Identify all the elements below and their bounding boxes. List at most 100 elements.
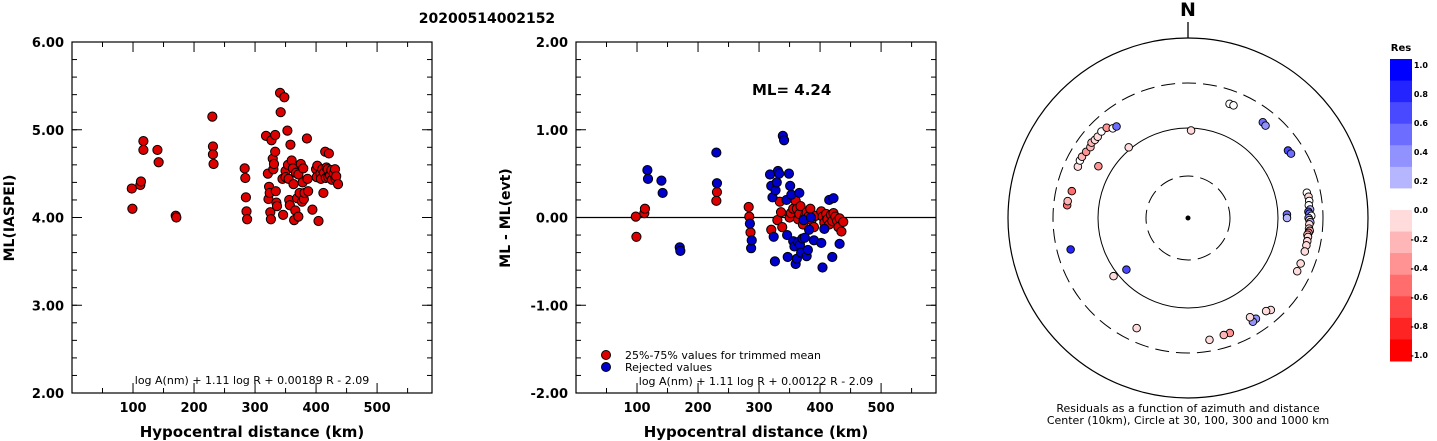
data-point bbox=[302, 173, 313, 184]
data-point bbox=[126, 183, 137, 194]
data-point bbox=[303, 186, 314, 197]
colorbar-cell bbox=[1390, 145, 1412, 168]
axis-ticks bbox=[576, 41, 936, 394]
formula-label: log A(nm) + 1.11 log R + 0.00122 R - 2.0… bbox=[639, 375, 873, 388]
data-point bbox=[639, 203, 651, 214]
x-tick-label: 300 bbox=[241, 401, 268, 416]
data-point bbox=[816, 237, 827, 249]
y-tick-labels: 2.00 3.00 4.00 5.00 6.00 bbox=[32, 36, 64, 402]
x-tick-label: 200 bbox=[180, 401, 207, 416]
data-point bbox=[138, 136, 149, 147]
station-point bbox=[1094, 161, 1103, 171]
data-point bbox=[271, 200, 283, 212]
data-point bbox=[794, 187, 805, 199]
data-point bbox=[803, 224, 815, 235]
station-point bbox=[1109, 271, 1118, 281]
plot-frame bbox=[71, 41, 433, 394]
data-point bbox=[782, 229, 793, 241]
data-point bbox=[171, 212, 182, 223]
y-axis-label: ML(IASPEI) bbox=[2, 175, 18, 262]
x-tick-label: 100 bbox=[623, 401, 650, 416]
station-point bbox=[1063, 196, 1072, 206]
data-point bbox=[207, 111, 218, 122]
x-tick-label: 500 bbox=[868, 401, 895, 416]
data-point bbox=[768, 231, 779, 242]
y-tick-label: 2.00 bbox=[32, 387, 64, 402]
colorbar-tick-label: -0.2 bbox=[1411, 235, 1429, 244]
x-axis-label: Hypocentral distance (km) bbox=[140, 423, 365, 441]
data-point bbox=[819, 223, 830, 235]
x-tick-label: 500 bbox=[364, 401, 391, 416]
x-tick-label: 300 bbox=[745, 401, 772, 416]
x-tick-label: 400 bbox=[806, 401, 833, 416]
colorbar-tick-label: 1.0 bbox=[1414, 61, 1429, 70]
station-point bbox=[1219, 330, 1229, 340]
colorbar-cell bbox=[1390, 339, 1412, 362]
x-tick-labels: 100 200 300 400 500 bbox=[623, 401, 894, 416]
ml-annotation: ML= 4.24 bbox=[752, 81, 831, 99]
data-point bbox=[774, 168, 785, 179]
data-point bbox=[743, 201, 754, 213]
data-point bbox=[631, 231, 642, 242]
station-point bbox=[1229, 101, 1238, 110]
y-tick-label: -2.00 bbox=[531, 387, 568, 402]
colorbar-cell bbox=[1390, 231, 1412, 254]
x-axis-label: Hypocentral distance (km) bbox=[644, 423, 869, 441]
data-point bbox=[656, 175, 667, 186]
colorbar-tick-label: 0.4 bbox=[1414, 148, 1429, 157]
y-tick-label: 5.00 bbox=[32, 124, 64, 139]
station-residual-points bbox=[1062, 99, 1316, 345]
y-tick-label: 1.00 bbox=[536, 124, 568, 139]
data-point bbox=[278, 209, 289, 220]
colorbar-cell bbox=[1390, 166, 1412, 189]
data-point bbox=[268, 158, 280, 170]
data-point bbox=[293, 211, 304, 222]
axis-ticks bbox=[72, 41, 432, 394]
data-point bbox=[240, 172, 251, 184]
data-point bbox=[313, 215, 324, 227]
colorbar-tick-label: 0.6 bbox=[1414, 119, 1429, 128]
data-point bbox=[270, 186, 281, 197]
station-point bbox=[1286, 149, 1296, 158]
data-point bbox=[827, 251, 838, 263]
station-point bbox=[1245, 312, 1255, 322]
data-point bbox=[785, 180, 796, 192]
colorbar-cell bbox=[1390, 274, 1412, 297]
data-point bbox=[795, 200, 806, 212]
data-point bbox=[135, 176, 147, 187]
data-point bbox=[307, 204, 318, 215]
data-point bbox=[642, 165, 653, 176]
data-point bbox=[675, 245, 686, 256]
station-point bbox=[1124, 143, 1133, 152]
legend-label-trimmed: 25%-75% values for trimmed mean bbox=[625, 349, 821, 362]
outer-circle bbox=[1007, 37, 1369, 399]
data-point bbox=[769, 256, 781, 267]
data-point bbox=[323, 148, 334, 159]
data-point bbox=[711, 147, 722, 158]
data-point bbox=[153, 157, 164, 168]
data-point bbox=[127, 203, 138, 214]
x-tick-label: 200 bbox=[684, 401, 711, 416]
data-point bbox=[152, 144, 163, 156]
page-title: 20200514002152 bbox=[419, 11, 555, 27]
colorbar-tick-label: -0.4 bbox=[1411, 264, 1429, 273]
data-point bbox=[711, 178, 723, 189]
data-point bbox=[817, 262, 828, 273]
y-tick-label: 6.00 bbox=[32, 36, 64, 51]
data-point bbox=[771, 177, 782, 188]
caption-line-2: Center (10km), Circle at 30, 100, 300 an… bbox=[1047, 414, 1329, 427]
formula-label: log A(nm) + 1.11 log R + 0.00189 R - 2.0… bbox=[135, 374, 369, 387]
colorbar-cell bbox=[1390, 210, 1412, 233]
data-point bbox=[775, 207, 787, 218]
colorbar-tick-label: 0.2 bbox=[1414, 177, 1428, 186]
data-point bbox=[242, 214, 253, 225]
station-point bbox=[1066, 245, 1075, 254]
colorbar-cell bbox=[1390, 253, 1412, 276]
y-tick-label: 0.00 bbox=[536, 212, 568, 227]
data-point bbox=[275, 107, 286, 118]
station-point bbox=[1112, 122, 1121, 131]
station-point bbox=[1205, 335, 1214, 345]
colorbar-cell bbox=[1390, 80, 1412, 103]
colorbar-tick-label: -1.0 bbox=[1411, 351, 1429, 360]
data-point bbox=[783, 168, 795, 179]
